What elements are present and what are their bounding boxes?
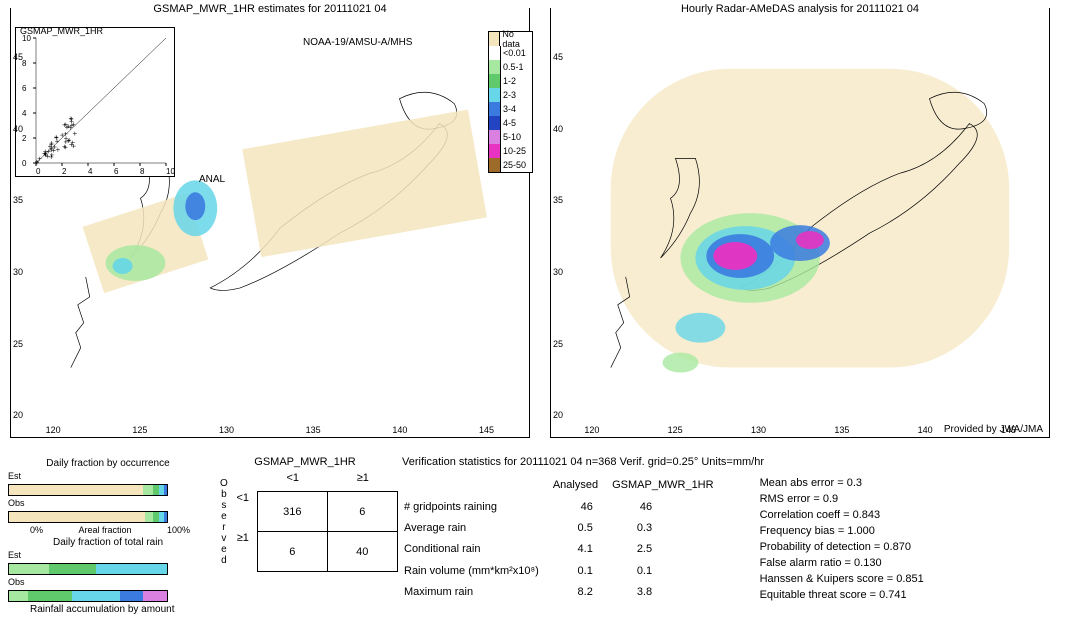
color-legend: No data<0.010.5-11-22-33-44-55-1010-2525… bbox=[488, 31, 533, 173]
table-row: Maximum rain8.23.8 bbox=[404, 583, 726, 602]
right-coastline bbox=[551, 9, 1049, 437]
metrics-table: Mean abs error = 0.3 RMS error = 0.9 Corre… bbox=[758, 474, 926, 604]
contingency-table: GSMAP_MWR_1HR Observed <1 ≥1 <1 316 6 ≥1… bbox=[220, 456, 390, 617]
stats-header: Verification statistics for 20111021 04 … bbox=[402, 456, 1072, 468]
legend-row: 2-3 bbox=[489, 88, 532, 102]
cell-c: 6 bbox=[257, 531, 328, 572]
svg-text:8: 8 bbox=[140, 167, 145, 176]
legend-row: 5-10 bbox=[489, 130, 532, 144]
legend-row: <0.01 bbox=[489, 46, 532, 60]
stats-table: AnalysedGSMAP_MWR_1HR # gridpoints raini… bbox=[402, 474, 728, 604]
table-row: Correlation coeff = 0.843 bbox=[760, 508, 924, 522]
table-row: Mean abs error = 0.3 bbox=[760, 476, 924, 490]
legend-row: No data bbox=[489, 32, 532, 46]
table-row: Hanssen & Kuipers score = 0.851 bbox=[760, 572, 924, 586]
table-row: Frequency bias = 1.000 bbox=[760, 524, 924, 538]
legend-row: 4-5 bbox=[489, 116, 532, 130]
table-row: Conditional rain4.12.5 bbox=[404, 540, 726, 559]
inset-title: GSMAP_MWR_1HR bbox=[20, 26, 103, 36]
provided-label: Provided by JWA/JMA bbox=[944, 424, 1043, 435]
bottom-stats-row: Daily fraction by occurrence Est Obs 0% A… bbox=[0, 456, 1080, 617]
table-row: # gridpoints raining4646 bbox=[404, 497, 726, 516]
svg-text:6: 6 bbox=[22, 84, 27, 93]
col-model: GSMAP_MWR_1HR bbox=[612, 476, 725, 495]
svg-text:0: 0 bbox=[36, 167, 41, 176]
col-analysed: Analysed bbox=[553, 476, 610, 495]
table-row: False alarm ratio = 0.130 bbox=[760, 556, 924, 570]
table-row: Rain volume (mm*km²x10⁸)0.10.1 bbox=[404, 561, 726, 580]
occ-est-bar bbox=[8, 484, 168, 496]
svg-text:4: 4 bbox=[22, 109, 27, 118]
map-row: GSMAP_MWR_1HR estimates for 20111021 04 … bbox=[0, 0, 1080, 450]
table-row: Probability of detection = 0.870 bbox=[760, 540, 924, 554]
legend-row: 10-25 bbox=[489, 144, 532, 158]
row-lt: <1 bbox=[228, 492, 258, 532]
obs-label: Obs bbox=[8, 498, 28, 508]
table-row: RMS error = 0.9 bbox=[760, 492, 924, 506]
stats-block: Verification statistics for 20111021 04 … bbox=[402, 456, 1072, 617]
accum-title: Rainfall accumulation by amount bbox=[30, 604, 208, 615]
left-map-panel: GSMAP_MWR_1HR estimates for 20111021 04 … bbox=[10, 8, 530, 438]
table-row: Equitable threat score = 0.741 bbox=[760, 588, 924, 602]
occurrence-title: Daily fraction by occurrence bbox=[8, 458, 208, 469]
svg-text:6: 6 bbox=[114, 167, 119, 176]
table-row: Average rain0.50.3 bbox=[404, 518, 726, 537]
occ-obs-bar bbox=[8, 511, 168, 523]
inset-svg: 02468100246810 bbox=[16, 28, 176, 178]
svg-text:0: 0 bbox=[22, 159, 27, 168]
est-label: Est bbox=[8, 471, 28, 481]
totalrain-title: Daily fraction of total rain bbox=[8, 537, 208, 548]
obs-label-2: Obs bbox=[8, 577, 28, 587]
legend-row: 1-2 bbox=[489, 74, 532, 88]
cell-b: 6 bbox=[327, 491, 398, 532]
fraction-bars: Daily fraction by occurrence Est Obs 0% A… bbox=[8, 456, 208, 617]
svg-text:2: 2 bbox=[22, 134, 27, 143]
right-map-panel: Hourly Radar-AMeDAS analysis for 2011102… bbox=[550, 8, 1050, 438]
axis-0: 0% bbox=[30, 525, 43, 535]
svg-text:2: 2 bbox=[62, 167, 67, 176]
inset-scatter: GSMAP_MWR_1HR 02468100246810 bbox=[15, 27, 175, 177]
noaa-label: NOAA-19/AMSU-A/MHS bbox=[303, 37, 412, 48]
est-label-2: Est bbox=[8, 550, 28, 560]
anal-label: ANAL bbox=[199, 174, 225, 185]
contingency-title: GSMAP_MWR_1HR bbox=[220, 456, 390, 468]
col-lt: <1 bbox=[258, 472, 328, 492]
axis-100: 100% bbox=[167, 525, 190, 535]
areal-label: Areal fraction bbox=[78, 525, 131, 535]
observed-label: Observed bbox=[220, 478, 228, 566]
svg-text:10: 10 bbox=[166, 167, 175, 176]
cell-a: 316 bbox=[257, 491, 328, 532]
legend-row: 3-4 bbox=[489, 102, 532, 116]
cell-d: 40 bbox=[327, 531, 398, 572]
tot-obs-bar bbox=[8, 590, 168, 602]
svg-text:4: 4 bbox=[88, 167, 93, 176]
legend-row: 25-50 bbox=[489, 158, 532, 172]
row-ge: ≥1 bbox=[228, 532, 258, 572]
legend-row: 0.5-1 bbox=[489, 60, 532, 74]
col-ge: ≥1 bbox=[328, 472, 398, 492]
tot-est-bar bbox=[8, 563, 168, 575]
